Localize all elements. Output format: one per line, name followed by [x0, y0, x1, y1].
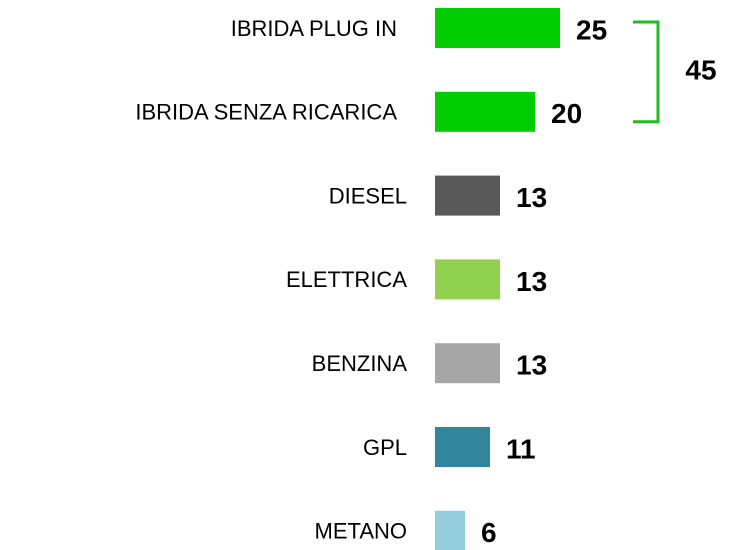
bar: [435, 427, 490, 467]
value-label: 11: [506, 433, 536, 464]
category-label: IBRIDA SENZA RICARICA: [135, 100, 397, 125]
category-label: ELETTRICA: [286, 267, 407, 292]
bar: [435, 259, 500, 300]
value-label: 13: [516, 266, 547, 297]
bar: [435, 510, 465, 550]
bar: [435, 343, 500, 384]
bar: [435, 8, 560, 48]
value-label: 13: [516, 182, 547, 213]
bar: [435, 175, 500, 216]
category-label: DIESEL: [329, 183, 407, 208]
value-label: 13: [516, 350, 547, 381]
value-label: 25: [576, 14, 607, 45]
bar: [435, 91, 535, 132]
value-label: 20: [551, 98, 582, 129]
category-label: GPL: [363, 435, 407, 460]
category-label: METANO: [315, 519, 407, 544]
bracket: [633, 20, 660, 124]
annotation-label: 45: [685, 54, 716, 85]
category-label: IBRIDA PLUG IN: [231, 16, 397, 41]
category-label: BENZINA: [312, 351, 408, 376]
value-label: 6: [481, 517, 497, 548]
